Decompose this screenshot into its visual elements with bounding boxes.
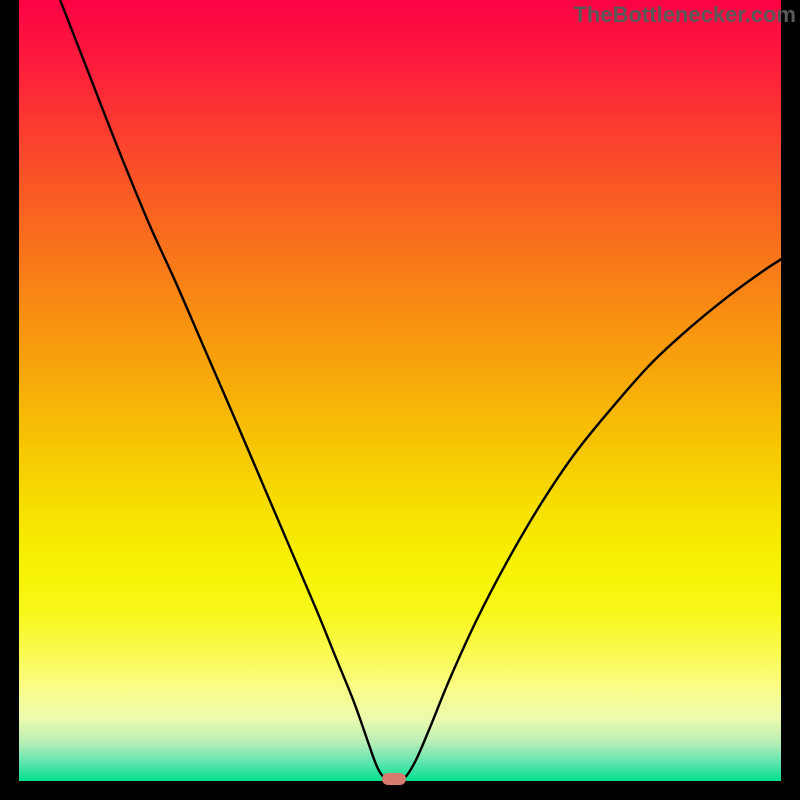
- plot-area: [19, 0, 781, 781]
- bottleneck-curve: [19, 0, 781, 781]
- watermark-text: TheBottlenecker.com: [573, 2, 796, 28]
- minimum-marker: [382, 773, 406, 785]
- chart-container: TheBottlenecker.com: [0, 0, 800, 800]
